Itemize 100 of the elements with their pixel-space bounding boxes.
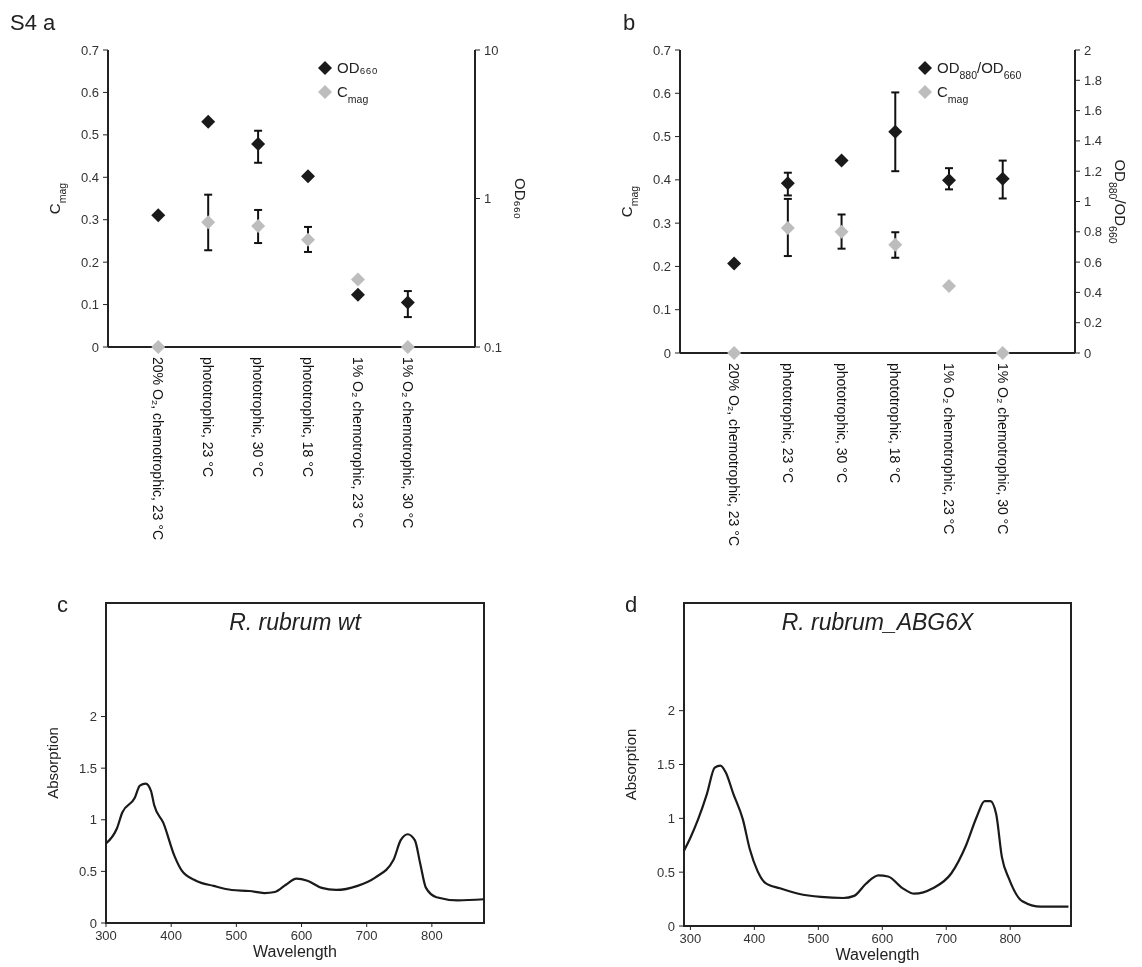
point (780, 220, 795, 235)
y-tick-label: 0.7 (652, 42, 671, 58)
y-tick-label: 0.6 (652, 85, 671, 101)
y-tick-label: 1 (667, 810, 675, 826)
y-tick-label: 0 (91, 339, 99, 355)
legend-label: C$_{mag}$ (337, 83, 369, 106)
x-tick-label: phototrophic, 23 °C (200, 357, 217, 478)
legend-label: C$_{mag}$ (937, 83, 969, 106)
x-tick-label: 500 (225, 928, 248, 943)
y-tick-label: 0.2 (652, 258, 671, 274)
point (301, 169, 316, 184)
y2-tick-label: 0.8 (1084, 224, 1103, 240)
point (834, 153, 849, 168)
point (400, 295, 415, 310)
y-tick-label: 0.7 (80, 42, 99, 58)
y-tick-label: 0 (663, 345, 671, 361)
point (350, 287, 365, 302)
y2-tick-label: 0.6 (1084, 254, 1103, 270)
y-tick-label: 2 (667, 703, 675, 719)
x-tick-label: 20% O₂, chemotrophic, 23 °C (150, 357, 167, 541)
y2-tick-label: 2 (1084, 42, 1092, 58)
point (888, 124, 903, 139)
y-tick-label: 1.5 (656, 757, 675, 773)
x-tick-label: 1% O₂ chemotrophic, 30 °C (399, 357, 416, 529)
x-tick-label: phototrophic, 18 °C (887, 363, 904, 484)
point (995, 346, 1010, 360)
y2-tick-label: 1.4 (1084, 133, 1103, 149)
y-tick-label: 0.5 (652, 129, 671, 145)
y-tick-label: 0.5 (78, 863, 97, 879)
x-tick-label: 400 (743, 931, 766, 946)
chart-title: R. rubrum_ABG6X (781, 609, 976, 635)
y2-tick-label: 1 (484, 191, 492, 207)
y-axis-title: Absorption (622, 728, 639, 801)
x-tick-label: phototrophic, 18 °C (300, 357, 317, 478)
x-tick-label: 600 (871, 931, 894, 946)
y2-tick-label: 0 (1084, 345, 1092, 361)
x-tick-label: phototrophic, 30 °C (833, 363, 850, 484)
y-tick-label: 0.3 (652, 215, 671, 231)
point (834, 224, 849, 239)
y-tick-label: 0 (667, 918, 675, 934)
legend-label: OD₆₆₀ (337, 59, 378, 77)
y-tick-label: 2 (89, 709, 97, 725)
y-tick-label: 1 (89, 812, 97, 828)
x-axis-title: Wavelength (253, 943, 337, 960)
y2-tick-label: 1.8 (1084, 72, 1103, 88)
text: b (623, 10, 636, 35)
y-tick-label: 0.5 (80, 127, 99, 143)
point (301, 232, 316, 247)
x-tick-label: 400 (160, 928, 183, 943)
x-tick-label: 20% O₂, chemotrophic, 23 °C (726, 363, 743, 547)
y-tick-label: 0.2 (80, 254, 99, 270)
legend-label: OD$_{880}$/OD$_{660}$ (937, 59, 1022, 82)
point (727, 346, 742, 360)
x-tick-label: 1% O₂ chemotrophic, 30 °C (994, 363, 1011, 535)
y-tick-label: 0.4 (80, 169, 99, 185)
x-tick-label: phototrophic, 23 °C (779, 363, 796, 484)
y-axis-title: Absorption (44, 727, 61, 799)
y2-tick-label: 1.2 (1084, 163, 1103, 179)
point (727, 256, 742, 271)
point (151, 340, 166, 354)
x-tick-label: 300 (95, 928, 117, 943)
text: c (57, 592, 68, 617)
point (400, 340, 415, 354)
point (151, 208, 166, 223)
point (942, 278, 956, 293)
chart-title: R. rubrum wt (229, 609, 363, 635)
text: S4 a (10, 10, 57, 35)
x-tick-label: 500 (807, 931, 830, 946)
x-tick-label: 700 (355, 928, 378, 943)
point (201, 114, 216, 129)
y2-axis-title: OD₆₆₀ (512, 178, 529, 219)
x-tick-label: 600 (290, 928, 313, 943)
y2-tick-label: 1 (1084, 194, 1092, 210)
point (780, 176, 795, 191)
point (350, 272, 365, 287)
y-tick-label: 0.1 (80, 297, 99, 313)
point (251, 136, 266, 151)
x-tick-label: 700 (935, 931, 958, 946)
text: d (625, 592, 638, 617)
point (995, 171, 1010, 186)
x-tick-label: 300 (679, 931, 702, 946)
y-tick-label: 0.5 (656, 864, 675, 880)
x-tick-label: 800 (999, 931, 1022, 946)
y2-tick-label: 1.6 (1084, 103, 1103, 119)
x-tick-label: 800 (421, 928, 443, 943)
y-tick-label: 0.1 (652, 302, 671, 318)
y-tick-label: 0.4 (652, 172, 671, 188)
point (888, 237, 903, 252)
x-axis-title: Wavelength (835, 946, 920, 963)
y-tick-label: 0.6 (80, 84, 99, 100)
y2-tick-label: 0.2 (1084, 315, 1103, 331)
x-tick-label: 1% O₂ chemotrophic, 23 °C (349, 357, 366, 529)
y-tick-label: 0.3 (80, 212, 99, 228)
x-tick-label: phototrophic, 30 °C (250, 357, 267, 478)
point (251, 219, 266, 234)
x-tick-label: 1% O₂ chemotrophic, 23 °C (940, 363, 957, 535)
y2-tick-label: 0.4 (1084, 284, 1103, 300)
y2-tick-label: 0.1 (484, 339, 503, 355)
y-tick-label: 0 (89, 915, 97, 931)
point (201, 215, 216, 230)
